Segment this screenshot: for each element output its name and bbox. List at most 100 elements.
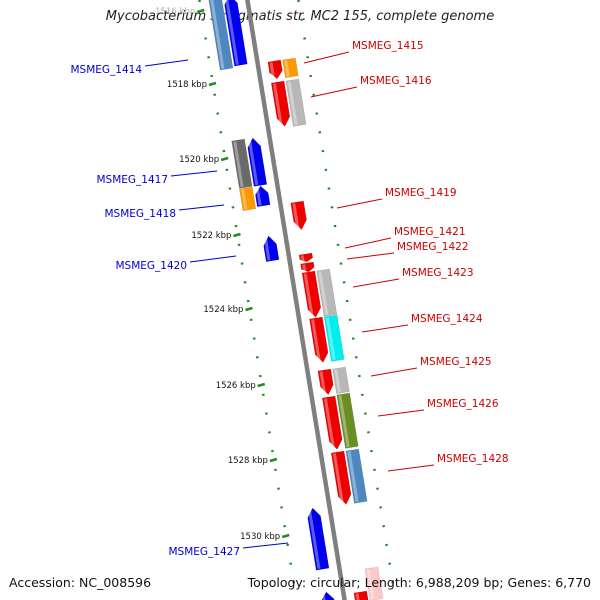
gene-msmeg-1422 [300,261,315,273]
gene-msmeg-1428 [330,450,352,505]
gene-msmeg-next-reverse [320,591,337,600]
gene-label-text: MSMEG_1422 [397,241,469,253]
ruler-tick-label: 1518 kbp [167,80,207,90]
gene-label-text: MSMEG_1423 [402,267,474,279]
gene-label-msmeg-1425: MSMEG_1425 [370,356,492,377]
gene-label-msmeg-1420: MSMEG_1420 [115,255,237,272]
backbone-line [245,0,347,600]
gene-msmeg-1414-sheen [224,0,239,65]
leader-line [370,367,418,377]
gene-msmeg-1428-sheen [332,453,344,505]
gene-msmeg-next-forward [353,590,369,600]
gene-msmeg-1416-sheen [272,83,283,127]
ruler-tick [269,457,278,463]
cog-msmeg-1417-sheen [233,141,244,188]
gene-msmeg-1417-sheen [247,139,259,186]
ruler-tick [208,81,217,87]
gene-msmeg-1420-shape [263,235,280,263]
gene-msmeg-1418-shape [255,185,271,208]
cog-msmeg-1414-shape [207,0,234,71]
cog-msmeg-next [364,566,384,600]
cog-msmeg-1415-shape [282,57,299,79]
cog-msmeg-1424 [323,314,345,362]
gene-msmeg-1420-sheen [263,237,271,261]
leader-line [170,170,218,177]
cog-msmeg-1426 [336,392,359,449]
gene-msmeg-1424-shape [309,316,329,363]
ruler-tick [281,533,290,539]
gene-msmeg-1423-shape [301,270,322,318]
topology-text: Topology: circular; Length: 6,988,209 bp… [247,575,591,590]
leader-line [344,237,392,249]
cog-msmeg-1416-sheen [287,81,298,126]
feature-track [207,0,384,600]
leader-line [377,409,425,417]
gene-label-text: MSMEG_1416 [360,75,432,87]
cog-msmeg-1428-shape [345,448,368,504]
gene-msmeg-1423-sheen [303,273,314,318]
gene-msmeg-1417-shape [247,137,268,187]
ruler-tick [257,382,266,388]
gene-msmeg-1414-shape [224,0,248,67]
gene-msmeg-1426 [321,395,343,450]
gene-msmeg-1419-sheen [292,203,300,230]
cog-msmeg-1417-shape [231,138,253,189]
ruler-tick [196,8,205,14]
gene-labels: MSMEG_1414 MSMEG_1415 MSMEG_1416 MSMEG_1417… [70,40,508,558]
cog-msmeg-1424-shape [323,314,345,362]
gene-label-msmeg-1418: MSMEG_1418 [104,204,225,220]
leader-line [242,542,289,549]
gene-msmeg-1416-shape [270,80,291,127]
cog-msmeg-1428 [345,448,368,504]
gene-msmeg-1428-shape [330,450,352,505]
gene-label-text: MSMEG_1418 [104,208,176,220]
gene-label-msmeg-1427: MSMEG_1427 [168,542,289,558]
leader-line [346,252,395,260]
leader-line [310,86,358,98]
cog-msmeg-1425-sheen [334,369,341,393]
gene-label-text: MSMEG_1417 [96,174,168,186]
gene-msmeg-1422-sheen [302,264,307,272]
cog-msmeg-1428-sheen [347,451,359,503]
gene-label-msmeg-1424: MSMEG_1424 [361,313,483,333]
gene-msmeg-1419 [290,200,307,231]
gene-label-msmeg-1423: MSMEG_1423 [352,267,474,288]
gene-msmeg-1421-sheen [300,255,305,262]
cog-msmeg-1418-shape [239,186,257,212]
gene-msmeg-1421-shape [298,252,314,263]
cog-msmeg-1423-shape [316,268,338,317]
ruler-tick-label: 1530 kbp [240,532,280,542]
gene-msmeg-next-reverse-shape [320,591,337,600]
gene-msmeg-1418-sheen [255,187,262,206]
cog-msmeg-1414 [207,0,234,71]
ruler-tick-label: 1524 kbp [203,305,243,315]
gene-msmeg-1417 [247,137,268,187]
gene-msmeg-next-forward-shape [353,590,369,600]
accession-text: Accession: NC_008596 [9,575,152,590]
cog-msmeg-1426-shape [336,392,359,449]
gene-label-text: MSMEG_1424 [411,313,483,325]
gene-label-msmeg-1421: MSMEG_1421 [344,226,466,249]
gene-label-msmeg-1414: MSMEG_1414 [70,59,189,76]
gene-msmeg-1416 [270,80,291,127]
cog-msmeg-1426-sheen [338,395,350,448]
leader-line [178,204,225,211]
cog-msmeg-1423-sheen [318,271,329,316]
cog-msmeg-next-sheen [366,569,375,600]
gene-msmeg-1425 [317,368,334,396]
leader-line [189,255,237,263]
leader-line [144,59,189,67]
cog-msmeg-1424-sheen [325,317,336,361]
gene-msmeg-1426-shape [321,395,343,450]
gene-msmeg-next-forward-sheen [355,593,362,600]
gene-label-msmeg-1428: MSMEG_1428 [387,453,509,472]
gene-label-msmeg-1417: MSMEG_1417 [96,170,218,186]
ruler-track: 1516 kbp 1518 kbp 1520 kbp 1522 kbp 1524 kbp… [155,0,397,600]
gene-label-text: MSMEG_1419 [385,187,457,199]
gene-msmeg-1415-shape [267,59,283,80]
gene-msmeg-next-reverse-sheen [321,593,328,600]
ruler-tick-label: 1522 kbp [191,231,231,241]
gene-msmeg-1420 [263,235,280,263]
gene-label-msmeg-1422: MSMEG_1422 [346,241,469,260]
